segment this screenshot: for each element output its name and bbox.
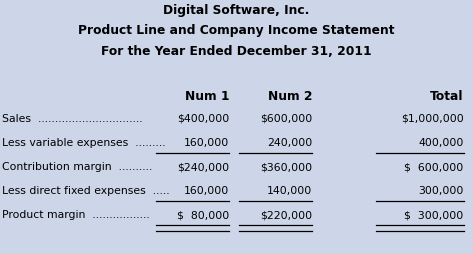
Text: Num 2: Num 2 [268, 90, 312, 103]
Text: Total: Total [430, 90, 464, 103]
Text: $  80,000: $ 80,000 [177, 210, 229, 220]
Text: Less direct fixed expenses  .....: Less direct fixed expenses ..... [2, 185, 170, 196]
Text: $1,000,000: $1,000,000 [401, 113, 464, 123]
Text: 240,000: 240,000 [267, 137, 312, 147]
Text: $360,000: $360,000 [260, 161, 312, 171]
Text: Sales  ...............................: Sales ............................... [2, 113, 143, 123]
Text: 140,000: 140,000 [267, 185, 312, 196]
Text: $400,000: $400,000 [177, 113, 229, 123]
Text: $600,000: $600,000 [260, 113, 312, 123]
Text: 160,000: 160,000 [184, 137, 229, 147]
Text: $  300,000: $ 300,000 [404, 210, 464, 220]
Text: Contribution margin  ..........: Contribution margin .......... [2, 161, 153, 171]
Text: Less variable expenses  .........: Less variable expenses ......... [2, 137, 166, 147]
Text: $  600,000: $ 600,000 [404, 161, 464, 171]
Text: 160,000: 160,000 [184, 185, 229, 196]
Text: Product margin  .................: Product margin ................. [2, 210, 150, 220]
Text: Digital Software, Inc.: Digital Software, Inc. [163, 4, 310, 17]
Text: $240,000: $240,000 [177, 161, 229, 171]
Text: Num 1: Num 1 [185, 90, 229, 103]
Text: For the Year Ended December 31, 2011: For the Year Ended December 31, 2011 [101, 44, 372, 57]
Text: 300,000: 300,000 [418, 185, 464, 196]
Text: 400,000: 400,000 [418, 137, 464, 147]
Text: Product Line and Company Income Statement: Product Line and Company Income Statemen… [78, 24, 395, 37]
Text: $220,000: $220,000 [260, 210, 312, 220]
